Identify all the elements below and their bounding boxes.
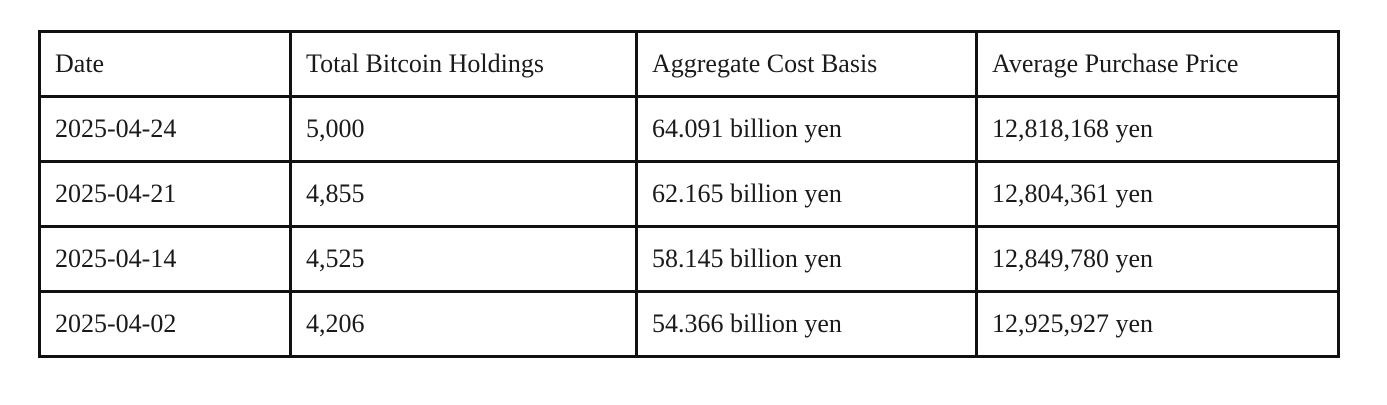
holdings-table: Date Total Bitcoin Holdings Aggregate Cost… [38, 30, 1340, 358]
table-cell: 4,206 [289, 290, 638, 358]
table-cell: 2025-04-02 [38, 290, 292, 358]
table-row: 2025-04-21 4,855 62.165 billion yen 12,804,… [38, 160, 1340, 228]
header-row: Date Total Bitcoin Holdings Aggregate Cost… [38, 30, 1340, 98]
table-cell: 12,818,168 yen [975, 95, 1340, 163]
table-cell: 12,925,927 yen [975, 290, 1340, 358]
table-row: 2025-04-02 4,206 54.366 billion yen 12,925,… [38, 290, 1340, 358]
header-cell: Total Bitcoin Holdings [289, 30, 638, 98]
table-cell: 2025-04-14 [38, 225, 292, 293]
table-cell: 64.091 billion yen [635, 95, 978, 163]
table-cell: 2025-04-21 [38, 160, 292, 228]
table-cell: 54.366 billion yen [635, 290, 978, 358]
table-cell: 4,525 [289, 225, 638, 293]
table-cell: 12,804,361 yen [975, 160, 1340, 228]
header-cell: Aggregate Cost Basis [635, 30, 978, 98]
table-cell: 58.145 billion yen [635, 225, 978, 293]
table-body: 2025-04-24 5,000 64.091 billion yen 12,818,… [38, 95, 1340, 358]
table-row: 2025-04-24 5,000 64.091 billion yen 12,818,… [38, 95, 1340, 163]
table-cell: 62.165 billion yen [635, 160, 978, 228]
table-cell: 5,000 [289, 95, 638, 163]
header-cell: Date [38, 30, 292, 98]
table-cell: 12,849,780 yen [975, 225, 1340, 293]
header-cell: Average Purchase Price [975, 30, 1340, 98]
table-row: 2025-04-14 4,525 58.145 billion yen 12,849,… [38, 225, 1340, 293]
table-cell: 2025-04-24 [38, 95, 292, 163]
table-cell: 4,855 [289, 160, 638, 228]
